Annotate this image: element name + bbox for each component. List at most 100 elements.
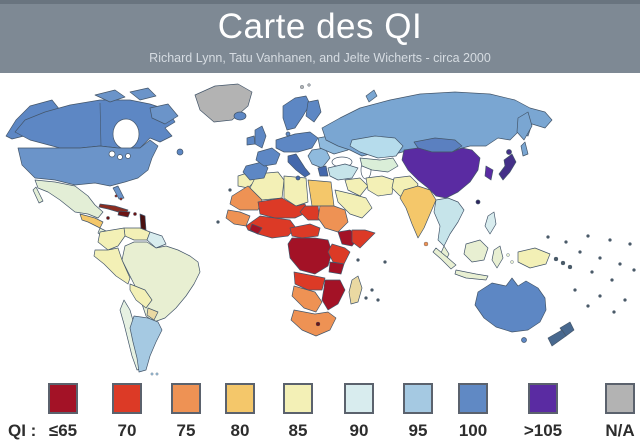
header-top-stripe [0,0,640,4]
region-egypt [307,179,335,207]
region-kenya [327,243,351,265]
legend: QI : ≤65 70 75 80 85 90 95 [0,378,640,443]
region-tasmania [521,337,527,343]
region-tanzania [328,261,345,275]
legend-item-95: 95 [396,378,440,441]
legend-swatch-95 [403,383,433,414]
legend-prefix-label: QI : [8,421,37,440]
region-peru [93,247,131,285]
region-paraguay [146,307,159,321]
legend-label-gt105: >105 [523,421,563,440]
legend-label-90: 90 [349,421,369,440]
region-florida [112,185,125,200]
region-cameroon-car [289,223,321,239]
hudson-bay [112,118,140,150]
legend-item-75: 75 [164,378,208,441]
region-chad [299,205,321,221]
region-senegal-guinea [225,209,251,227]
region-hispaniola [117,210,131,218]
region-sicily [295,175,301,181]
legend-label-95: 95 [408,421,428,440]
legend-item-na: N/A [598,378,640,441]
region-lesser-antilles [139,213,147,231]
great-lake-3 [125,153,131,159]
region-australia [474,277,547,333]
region-new-zealand-south [547,329,567,347]
region-sulawesi [491,245,504,269]
region-central-europe [275,131,319,153]
region-united-kingdom [254,125,267,149]
bahamas-islands [114,194,123,201]
region-sumatra [432,247,457,270]
region-usa [17,139,159,187]
region-bolivia [129,283,153,309]
region-baja-california [32,186,44,204]
region-france [255,147,281,167]
region-argentina [129,315,163,373]
region-italy [287,153,311,178]
legend-label-na: N/A [605,421,635,440]
great-lake-1 [108,150,116,158]
region-libya [283,175,309,207]
legend-swatch-90 [344,383,374,414]
pacific-islands [546,234,636,314]
legend-swatch-gt105 [528,383,558,414]
region-sri-lanka [423,241,429,247]
region-philippines [484,211,497,235]
region-kazakhstan [349,135,404,159]
legend-swatch-70 [112,383,142,414]
region-guyanas [146,231,167,249]
svalbard-islands [300,83,311,89]
region-hokkaido [506,149,512,155]
region-china [401,147,481,199]
region-congo-central-africa [287,237,333,275]
region-central-asia [359,157,399,173]
region-sakhalin [520,141,529,157]
legend-swatch-85 [283,383,313,414]
region-iran [365,175,395,197]
region-iceland [233,111,247,121]
legend-label-85: 85 [288,421,308,440]
canada-province-border [99,102,102,147]
region-sudan [317,205,349,233]
region-arctic-islands-2 [129,87,157,101]
indian-ocean-islands [356,258,387,302]
region-somalia [351,229,376,249]
region-finland [305,99,322,123]
region-baffin-island [149,103,179,125]
region-namibia-botswana [291,285,323,313]
region-india [399,185,437,239]
region-mauritania [229,185,263,211]
region-newfoundland [176,148,184,156]
legend-item-80: 80 [218,378,262,441]
legend-swatch-75 [171,383,201,414]
legend-label-75: 75 [176,421,196,440]
legend-swatch-80 [225,383,255,414]
region-java [454,269,489,281]
region-jamaica [106,216,110,220]
legend-label-100: 100 [458,421,488,440]
region-madagascar [348,275,363,305]
page-title: Carte des QI [217,7,423,46]
region-southeast-asia [433,197,465,247]
region-colombia [97,227,126,251]
atlantic-islands [216,188,232,224]
region-angola-zambia [293,271,326,291]
region-mexico [34,179,104,219]
region-brazil [121,241,201,323]
legend-swatch-100 [458,383,488,414]
region-ireland [246,135,256,146]
region-borneo [463,239,489,263]
header-banner: Carte des QI Richard Lynn, Tatu Vanhanen… [0,0,640,73]
region-greece [317,165,329,177]
page-subtitle: Richard Lynn, Tatu Vanhanen, and Jelte W… [149,51,491,65]
legend-label-80: 80 [230,421,250,440]
region-saudi-arabia [334,189,373,219]
region-scandinavia [282,95,311,131]
legend-label-le65: ≤65 [48,421,78,440]
falkland-islands [150,372,159,376]
legend-item-gt105: >105 [521,378,565,441]
region-south-africa [290,309,337,337]
legend-label-70: 70 [117,421,137,440]
world-map [5,83,636,376]
